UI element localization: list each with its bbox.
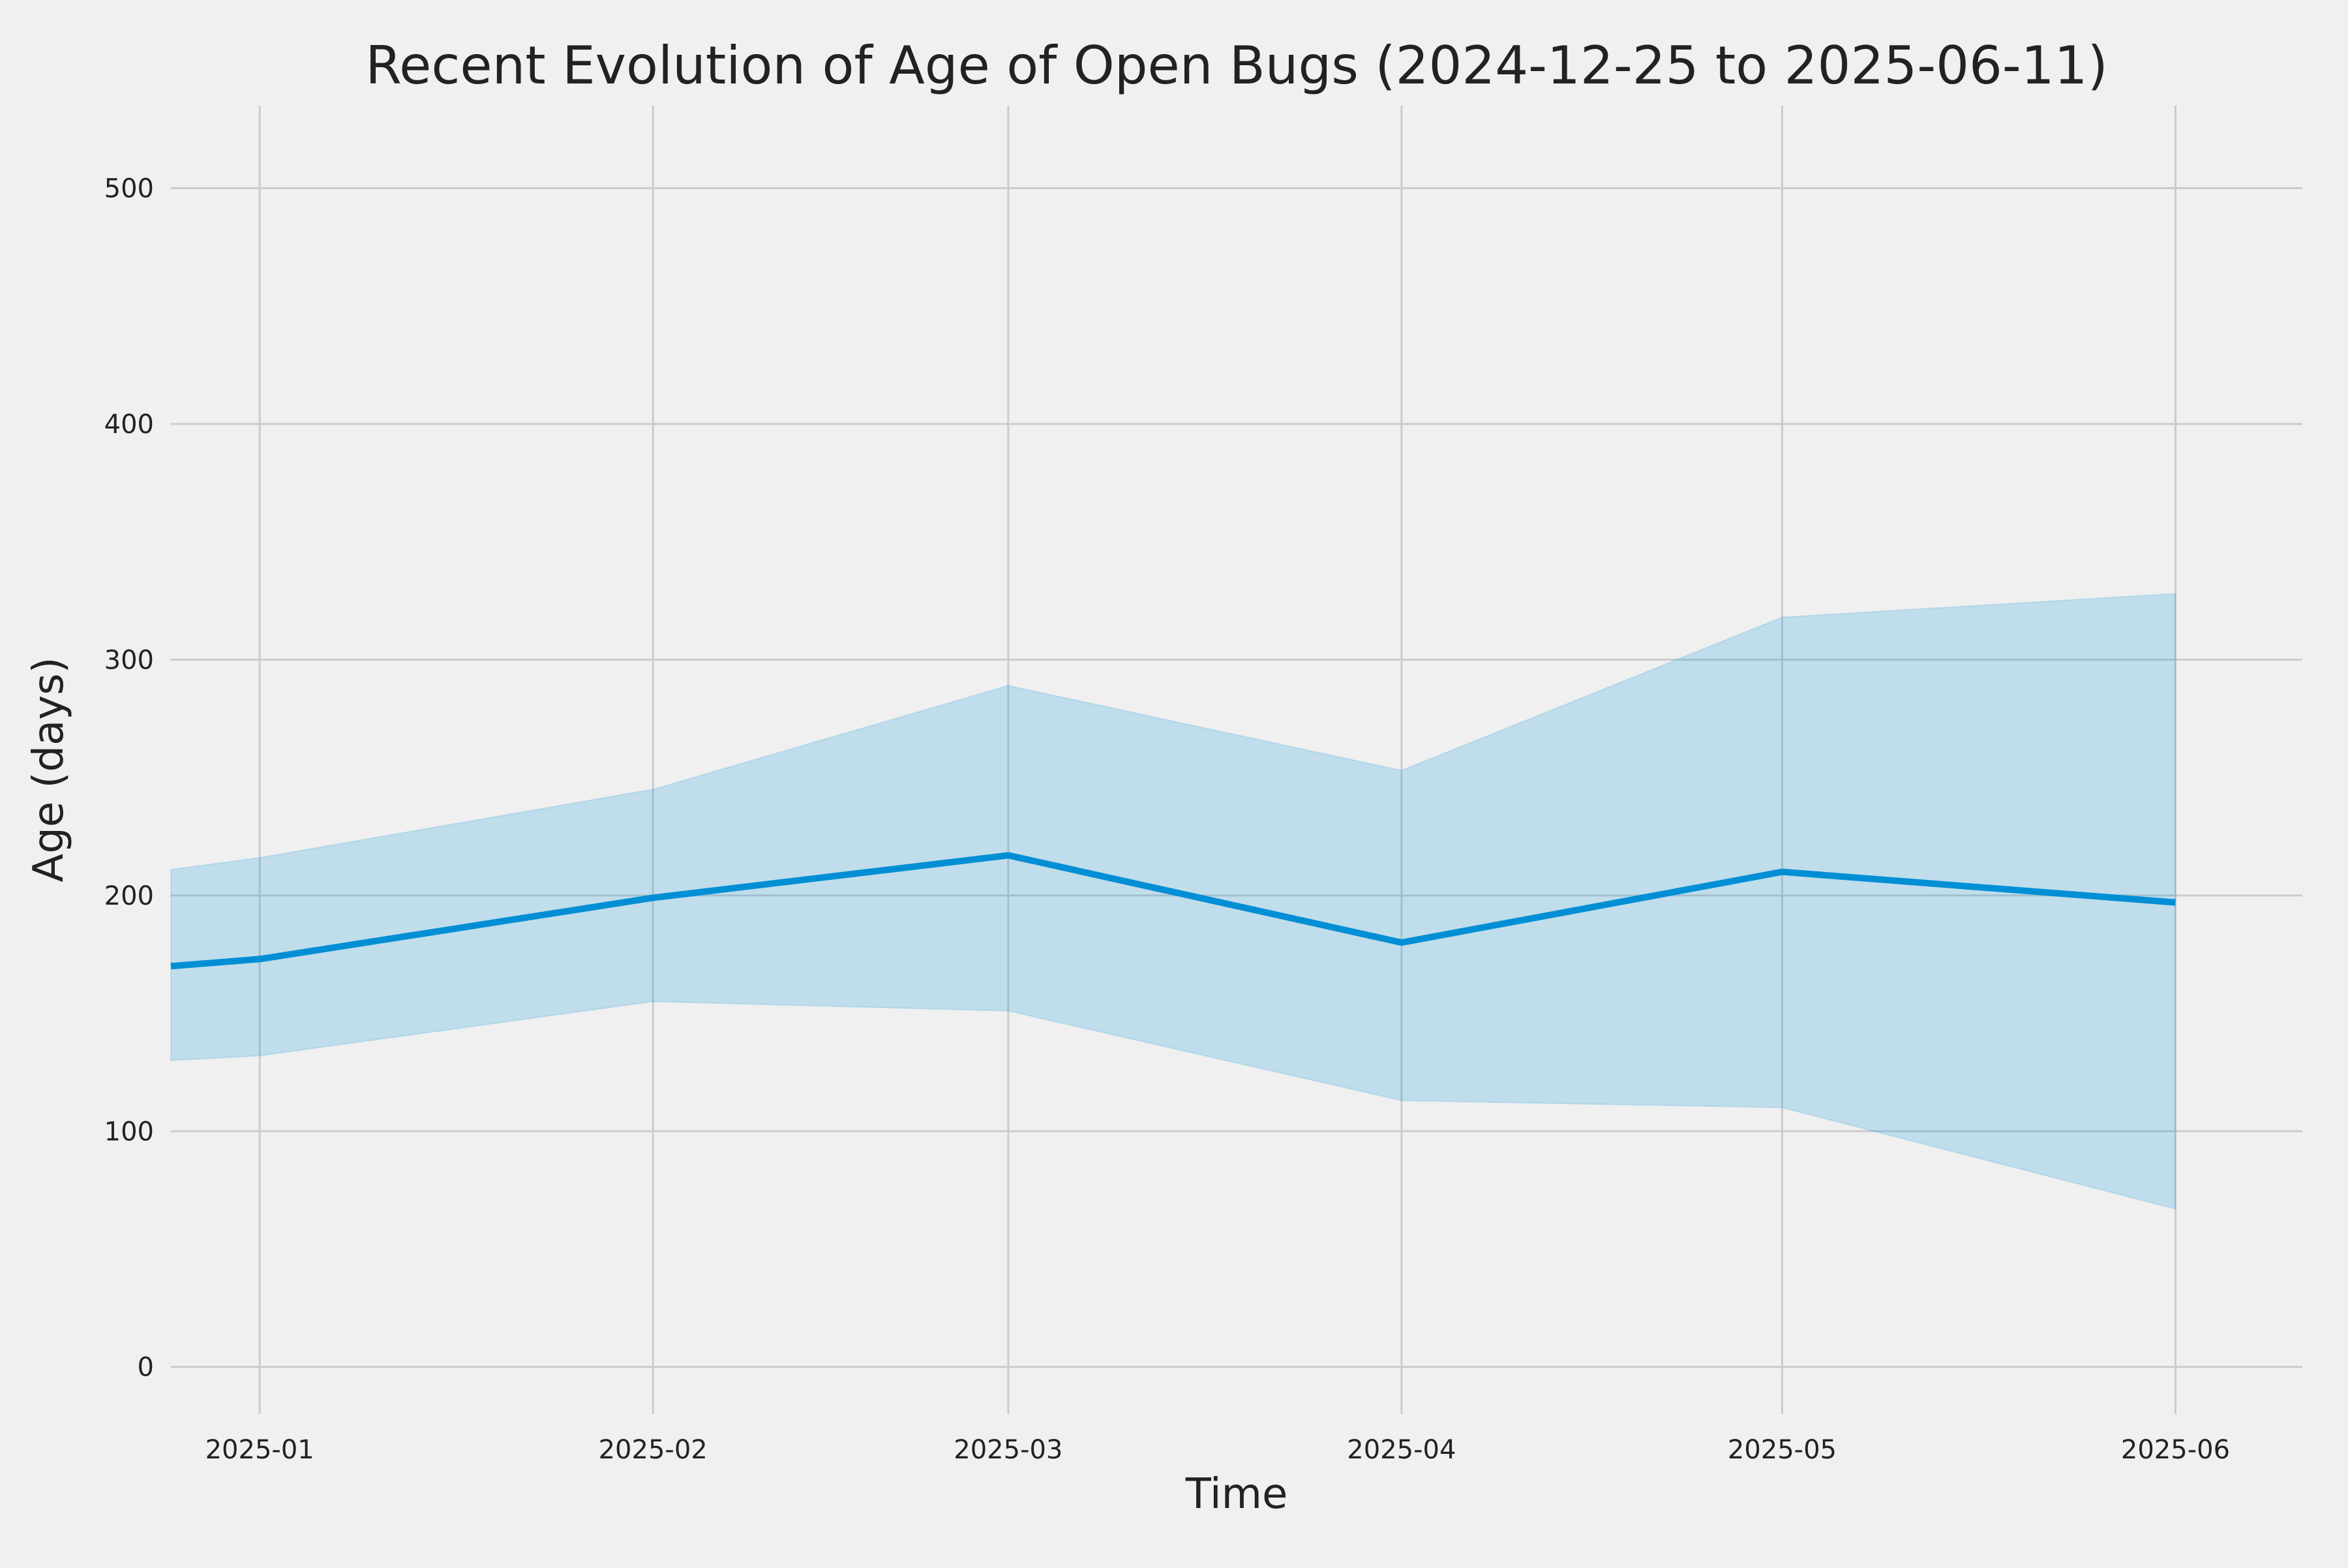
y-tick-label: 400 — [104, 410, 154, 440]
y-tick-label: 0 — [138, 1353, 154, 1383]
grid — [171, 106, 2302, 1414]
x-tick-label: 2025-03 — [954, 1435, 1062, 1465]
x-tick-label: 2025-02 — [599, 1435, 708, 1465]
confidence-band-area — [170, 593, 2176, 1210]
x-tick-label: 2025-01 — [205, 1435, 314, 1465]
x-tick-label: 2025-05 — [1728, 1435, 1837, 1465]
y-tick-labels: 0 100 200 300 400 500 — [104, 174, 154, 1383]
y-tick-label: 200 — [104, 881, 154, 911]
y-tick-label: 300 — [104, 645, 154, 675]
y-axis-label: Age (days) — [25, 657, 73, 882]
x-tick-label: 2025-04 — [1347, 1435, 1456, 1465]
age-line — [170, 852, 2176, 970]
y-tick-label: 100 — [104, 1117, 154, 1147]
x-tick-label: 2025-06 — [2121, 1435, 2230, 1465]
y-tick-label: 500 — [104, 174, 154, 204]
chart-title: Recent Evolution of Age of Open Bugs (20… — [365, 35, 2108, 96]
series-line — [170, 852, 2176, 970]
x-tick-labels: 2025-01 2025-02 2025-03 2025-04 2025-05 2025-… — [205, 1435, 2230, 1465]
confidence-band — [170, 593, 2176, 1210]
x-axis-label: Time — [1185, 1470, 1288, 1518]
